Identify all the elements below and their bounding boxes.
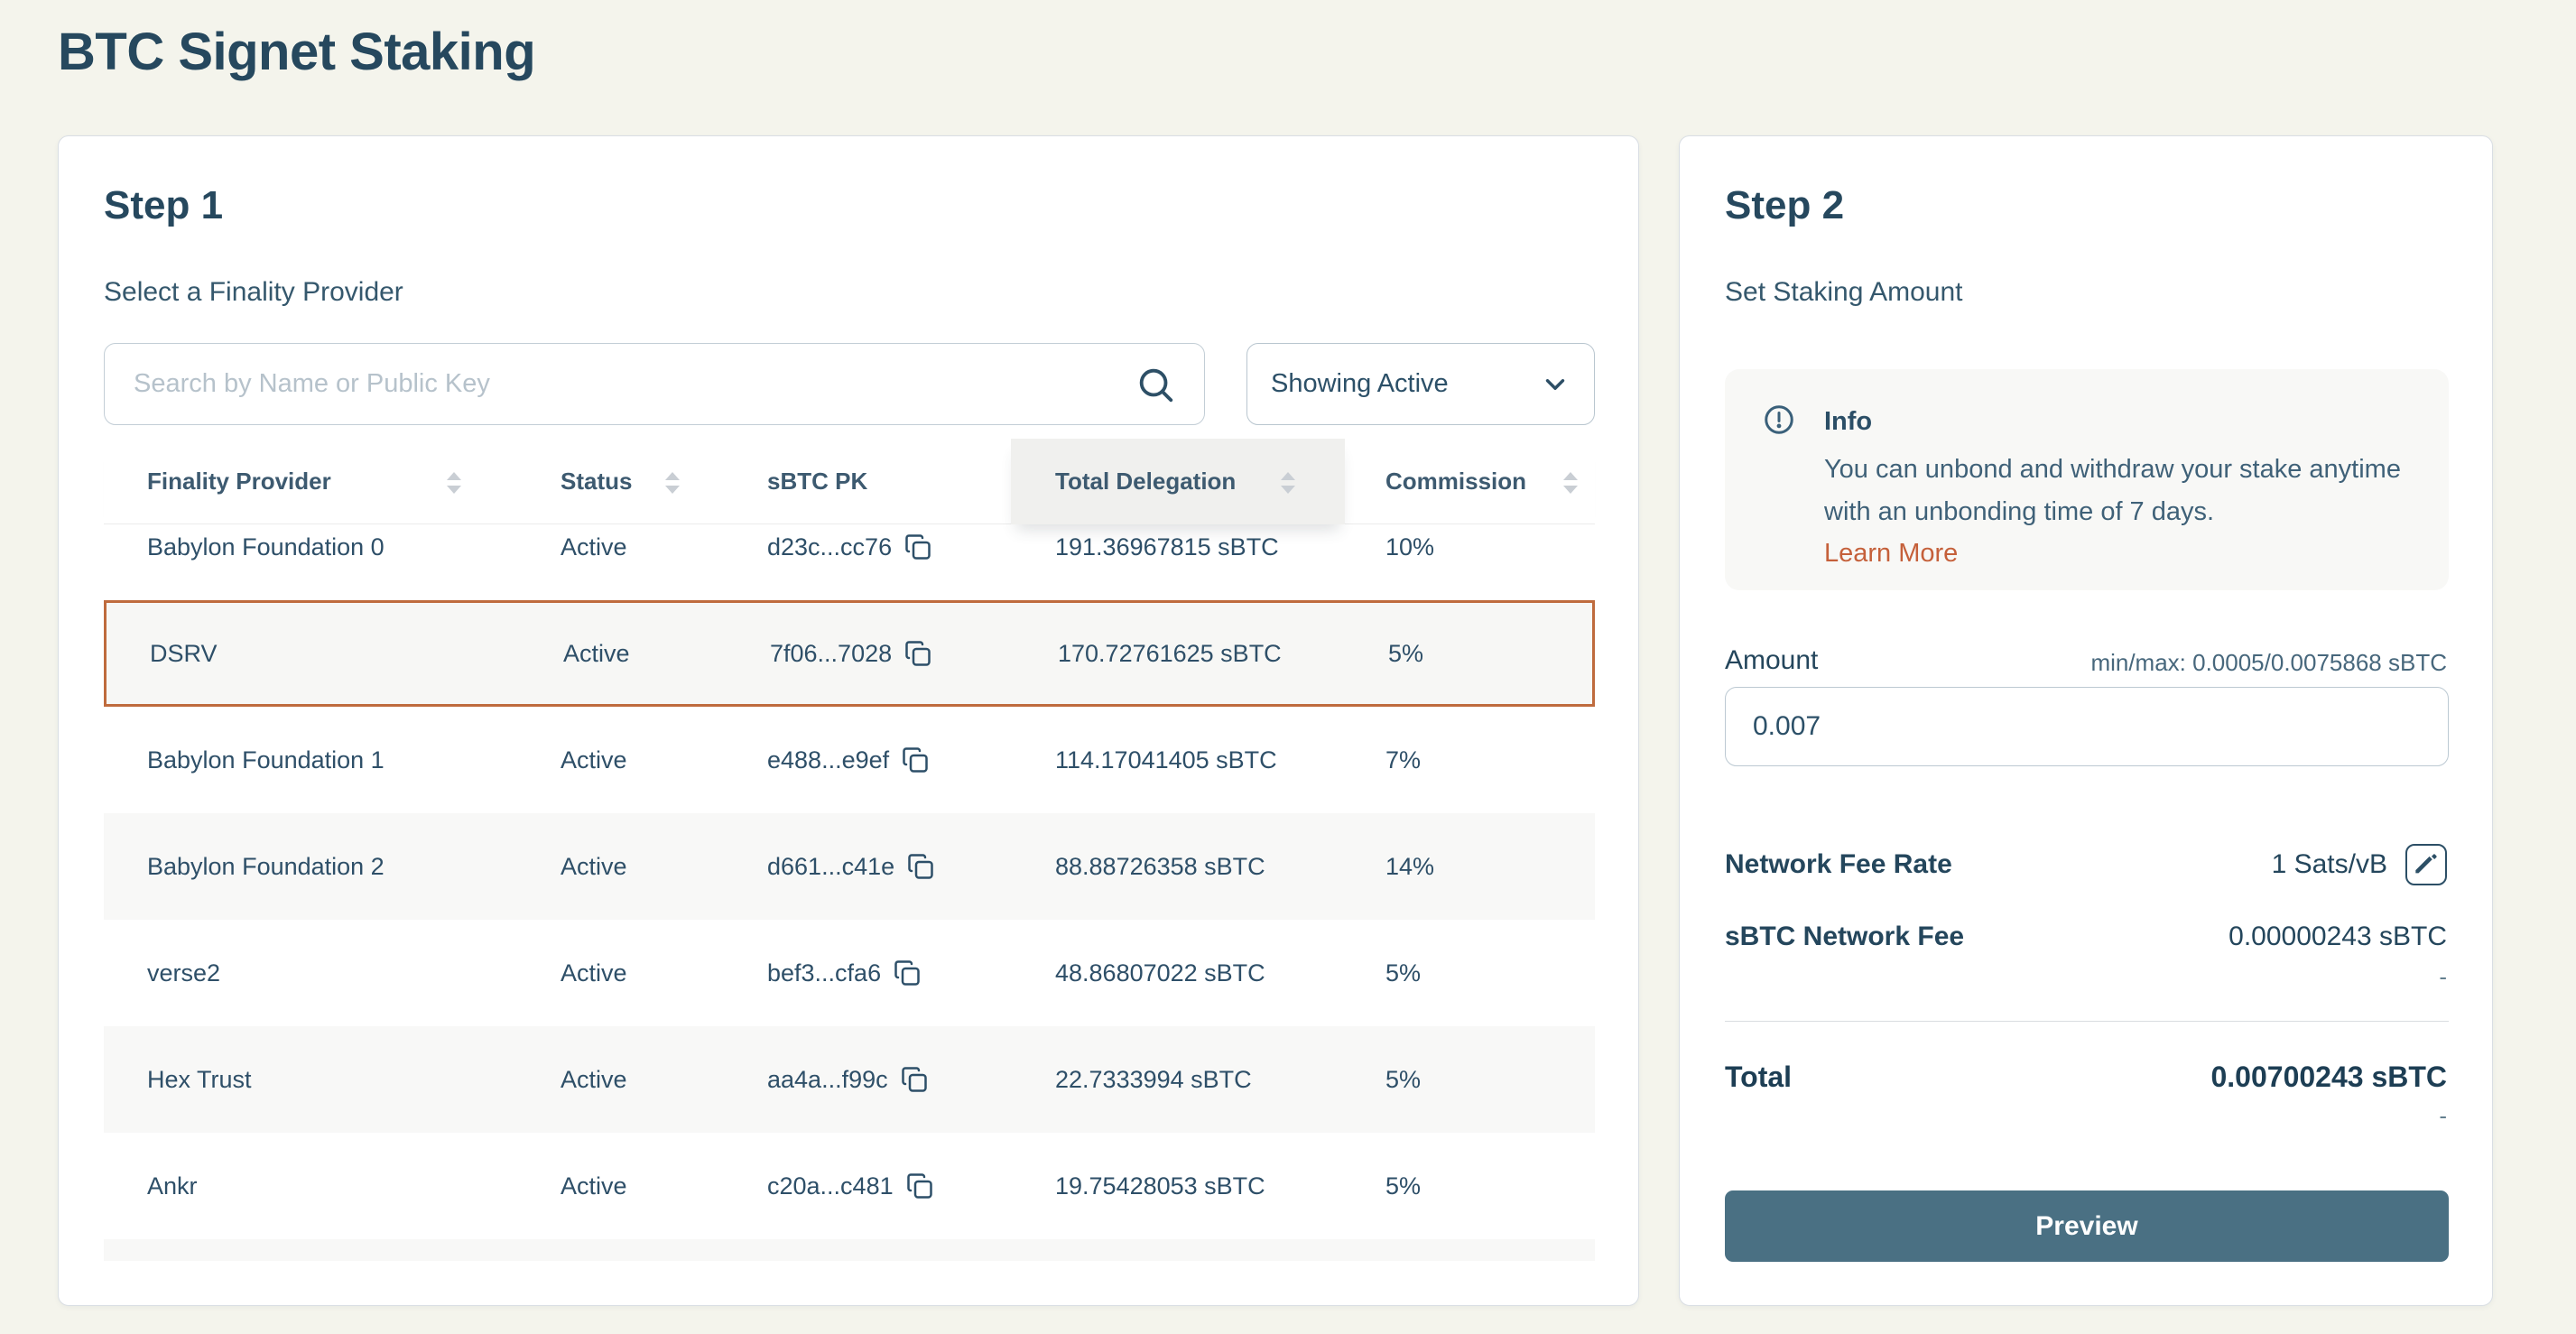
cell-commission: 5% — [1385, 1172, 1422, 1200]
copy-icon[interactable] — [906, 1172, 933, 1200]
network-fee-rate-label: Network Fee Rate — [1725, 849, 1952, 879]
cell-delegation: 170.72761625 sBTC — [1058, 639, 1282, 667]
cell-delegation: 19.75428053 sBTC — [1055, 1172, 1265, 1200]
cell-status: Active — [561, 746, 627, 774]
copy-icon[interactable] — [907, 853, 934, 880]
info-title: Info — [1824, 407, 1873, 436]
table-row-babylon-foundation-2[interactable]: Babylon Foundation 2 Active d661...c41e … — [104, 813, 1595, 920]
learn-more-link[interactable]: Learn More — [1824, 539, 1959, 568]
sbtc-network-fee-value: 0.00000243 sBTC — [2229, 922, 2447, 951]
cell-commission: 7% — [1385, 746, 1422, 774]
column-header-status[interactable]: Status — [561, 468, 633, 495]
cell-commission: 14% — [1385, 852, 1435, 880]
cell-pk: e488...e9ef — [767, 746, 890, 774]
step1-title: Step 1 — [104, 183, 224, 227]
cell-status: Active — [561, 1065, 627, 1093]
network-fee-rate-value: 1 Sats/vB — [2271, 849, 2387, 879]
cell-provider: Babylon Foundation 0 — [147, 533, 385, 560]
cell-pk: 7f06...7028 — [770, 639, 893, 667]
column-header-finality-provider[interactable]: Finality Provider — [147, 468, 331, 495]
copy-icon[interactable] — [904, 533, 931, 560]
sort-icon[interactable] — [447, 472, 461, 494]
status-filter-value: Showing Active — [1271, 369, 1449, 398]
amount-minmax: min/max: 0.0005/0.0075868 sBTC — [2090, 649, 2447, 676]
table-rows: Babylon Foundation 0 Active d23c...cc76 … — [104, 524, 1595, 1261]
table-row-verse2[interactable]: verse2 Active bef3...cfa6 48.86807022 sB… — [104, 920, 1595, 1026]
search-input[interactable] — [104, 343, 1205, 425]
cell-status: Active — [561, 959, 627, 987]
table-row-hex-trust[interactable]: Hex Trust Active aa4a...f99c 22.7333994 … — [104, 1026, 1595, 1133]
preview-button[interactable]: Preview — [1725, 1190, 2449, 1262]
cell-commission: 5% — [1388, 639, 1424, 667]
cell-provider: Ankr — [147, 1172, 198, 1200]
sort-icon[interactable] — [1563, 472, 1578, 494]
step1-card: Step 1 Select a Finality Provider Showin… — [58, 135, 1639, 1306]
cell-provider: DSRV — [150, 639, 218, 667]
cell-pk: c20a...c481 — [767, 1172, 894, 1200]
cell-status: Active — [563, 639, 630, 667]
step1-subtitle: Select a Finality Provider — [104, 277, 403, 307]
cell-pk: bef3...cfa6 — [767, 959, 882, 987]
cell-delegation: 191.36967815 sBTC — [1055, 533, 1279, 560]
copy-icon[interactable] — [904, 640, 931, 667]
column-header-total-delegation[interactable]: Total Delegation — [1055, 468, 1237, 495]
amount-input[interactable] — [1725, 687, 2449, 766]
amount-label: Amount — [1725, 645, 1819, 675]
pencil-icon — [2414, 852, 2439, 877]
step2-card: Step 2 Set Staking Amount Info You can u… — [1679, 135, 2493, 1306]
cell-provider: Hex Trust — [147, 1065, 252, 1093]
table-header: Finality Provider Status sBTC PK Total D… — [104, 439, 1595, 524]
cell-delegation: 88.88726358 sBTC — [1055, 852, 1265, 880]
sort-icon[interactable] — [1281, 472, 1295, 494]
copy-icon[interactable] — [902, 746, 929, 774]
cell-pk: d661...c41e — [767, 852, 895, 880]
cell-provider: Babylon Foundation 1 — [147, 746, 385, 774]
copy-icon[interactable] — [894, 959, 921, 987]
edit-fee-rate-button[interactable] — [2405, 844, 2447, 885]
search-icon[interactable] — [1135, 364, 1176, 405]
info-body: You can unbond and withdraw your stake a… — [1824, 455, 2401, 526]
cell-status: Active — [561, 1172, 627, 1200]
info-box: Info You can unbond and withdraw your st… — [1725, 369, 2449, 590]
cell-pk: d23c...cc76 — [767, 533, 893, 560]
table-row-ankr[interactable]: Ankr Active c20a...c481 19.75428053 sBTC… — [104, 1133, 1595, 1239]
sort-icon[interactable] — [665, 472, 680, 494]
column-header-sbtc-pk: sBTC PK — [767, 468, 868, 495]
table-header-highlight — [1011, 439, 1345, 524]
sbtc-network-fee-secondary: - — [2439, 963, 2447, 990]
total-value: 0.00700243 sBTC — [2210, 1061, 2447, 1093]
cell-status: Active — [561, 852, 627, 880]
copy-icon[interactable] — [901, 1066, 928, 1093]
cell-commission: 5% — [1385, 959, 1422, 987]
status-filter-dropdown[interactable]: Showing Active — [1246, 343, 1595, 425]
sbtc-network-fee-label: sBTC Network Fee — [1725, 922, 1965, 951]
table-body: Babylon Foundation 0 Active d23c...cc76 … — [104, 524, 1595, 1261]
cell-delegation: 114.17041405 sBTC — [1055, 746, 1277, 774]
divider — [1725, 1021, 2449, 1022]
cell-provider: Babylon Foundation 2 — [147, 852, 385, 880]
cell-delegation: 22.7333994 sBTC — [1055, 1065, 1252, 1093]
page-title: BTC Signet Staking — [58, 23, 536, 81]
column-header-commission[interactable]: Commission — [1385, 468, 1527, 495]
table-row-dsrv-selected[interactable]: DSRV Active 7f06...7028 170.72761625 sBT… — [104, 600, 1595, 707]
search-wrap — [104, 343, 1205, 425]
table-row-babylon-foundation-0[interactable]: Babylon Foundation 0 Active d23c...cc76 … — [104, 524, 1595, 600]
cell-pk: aa4a...f99c — [767, 1065, 888, 1093]
cell-commission: 10% — [1385, 533, 1435, 560]
cell-delegation: 48.86807022 sBTC — [1055, 959, 1265, 987]
step2-title: Step 2 — [1725, 183, 1845, 227]
info-icon — [1763, 403, 1795, 440]
cell-provider: verse2 — [147, 959, 221, 987]
table-row-partial[interactable] — [104, 1239, 1595, 1261]
total-label: Total — [1725, 1061, 1793, 1093]
cell-commission: 5% — [1385, 1065, 1422, 1093]
chevron-down-icon — [1540, 369, 1571, 400]
total-secondary: - — [2439, 1102, 2447, 1129]
step2-subtitle: Set Staking Amount — [1725, 277, 1963, 307]
table-row-babylon-foundation-1[interactable]: Babylon Foundation 1 Active e488...e9ef … — [104, 707, 1595, 813]
cell-status: Active — [561, 533, 627, 560]
